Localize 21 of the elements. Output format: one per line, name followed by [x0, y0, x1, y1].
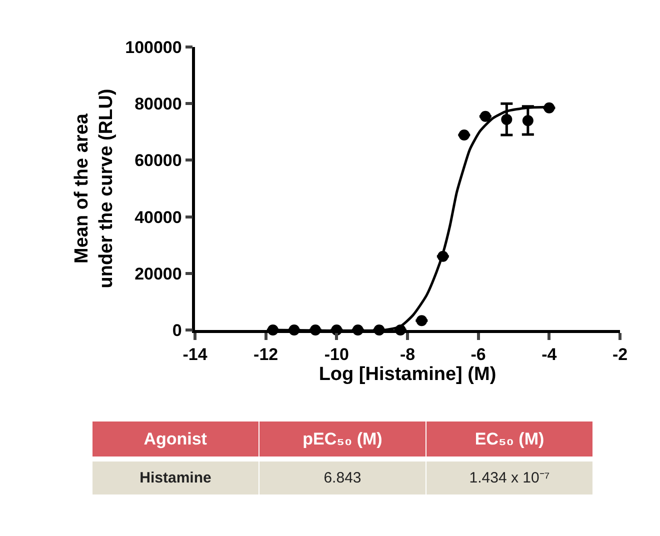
text: EC₅₀ (M): [474, 430, 544, 448]
x-tick-label: -12: [254, 345, 278, 364]
x-tick-label: -6: [470, 345, 486, 364]
text: Agonist: [144, 430, 208, 448]
y-tick-label: 20000: [134, 264, 182, 284]
y-tick-label: 80000: [134, 94, 182, 114]
text: Histamine: [140, 470, 212, 486]
x-tick-label: -2: [612, 345, 628, 364]
y-tick-label: 40000: [134, 208, 182, 227]
text: 6.843: [324, 470, 362, 486]
y-tick-label: 60000: [134, 151, 182, 170]
x-tick-label: -10: [324, 345, 349, 364]
x-axis-title: Log [Histamine] (M): [318, 364, 496, 386]
y-tick-label: 100000: [125, 38, 182, 57]
x-tick-label: -4: [542, 345, 558, 364]
text: pEC₅₀ (M): [302, 430, 382, 448]
text: 1.434 x 10⁻⁷: [469, 470, 550, 486]
x-tick-label: -14: [182, 345, 208, 364]
y-tick-label: 0: [172, 320, 182, 340]
x-tick-label: -8: [400, 345, 416, 364]
y-axis-title: Mean of the area under the curve (RLU): [71, 88, 117, 288]
